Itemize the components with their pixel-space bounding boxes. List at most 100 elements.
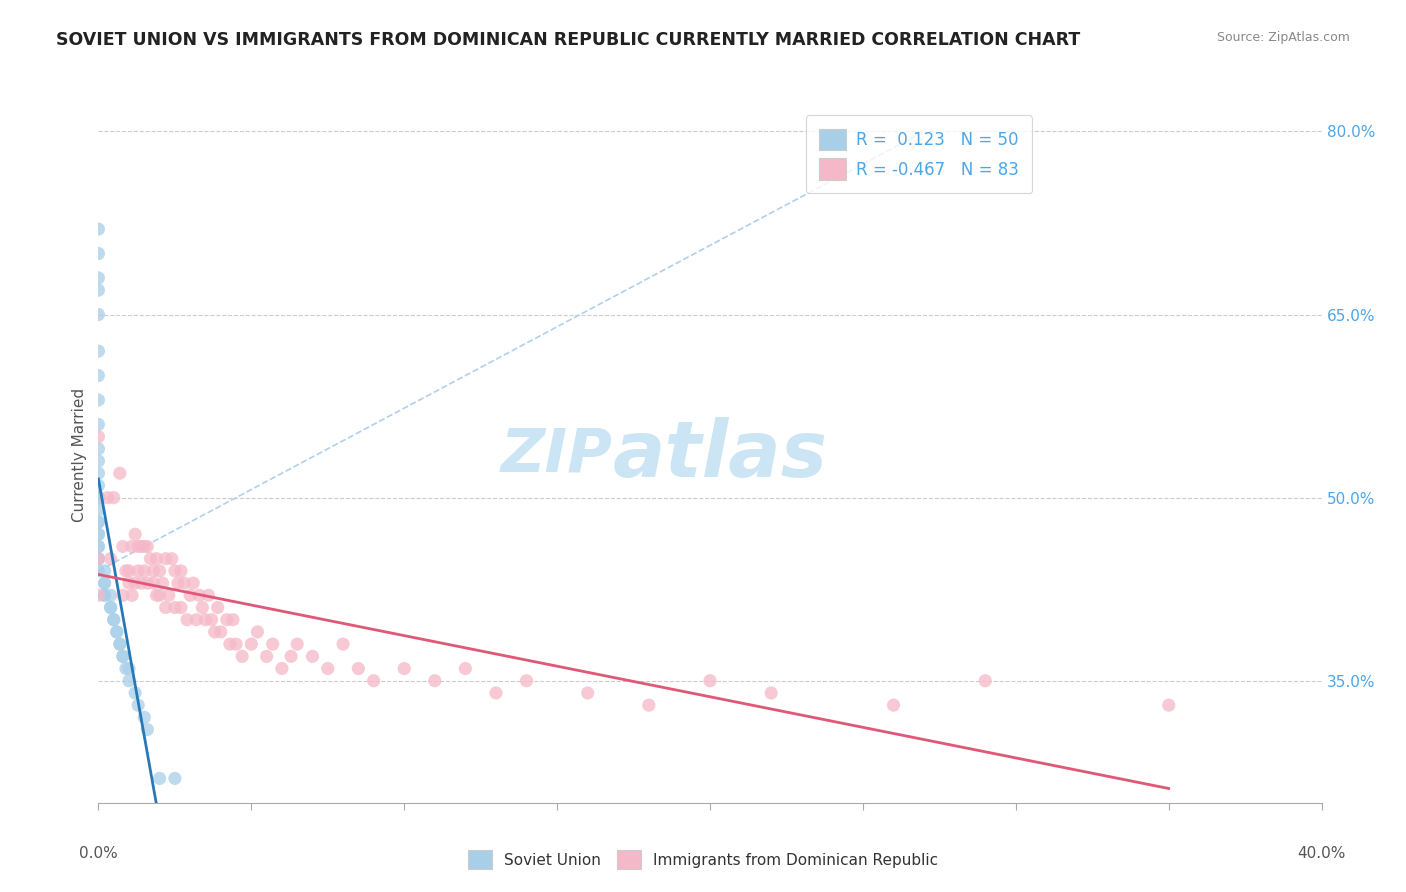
Point xyxy=(100,588,122,602)
Point xyxy=(87,392,110,407)
Point xyxy=(219,637,242,651)
Point xyxy=(246,624,269,639)
Point xyxy=(761,686,783,700)
Point xyxy=(127,698,149,713)
Point xyxy=(173,576,195,591)
Point xyxy=(111,540,134,554)
Point xyxy=(181,576,204,591)
Point xyxy=(87,442,110,456)
Legend: Soviet Union, Immigrants from Dominican Republic: Soviet Union, Immigrants from Dominican … xyxy=(461,844,945,875)
Point xyxy=(145,551,167,566)
Point xyxy=(142,576,165,591)
Text: SOVIET UNION VS IMMIGRANTS FROM DOMINICAN REPUBLIC CURRENTLY MARRIED CORRELATION: SOVIET UNION VS IMMIGRANTS FROM DOMINICA… xyxy=(56,31,1080,49)
Point xyxy=(87,454,110,468)
Point xyxy=(167,576,190,591)
Point xyxy=(103,613,125,627)
Point xyxy=(87,368,110,383)
Point xyxy=(93,564,115,578)
Point xyxy=(87,540,110,554)
Point xyxy=(207,600,229,615)
Point xyxy=(87,308,110,322)
Point xyxy=(139,551,162,566)
Point xyxy=(204,624,226,639)
Point xyxy=(285,637,308,651)
Point xyxy=(316,661,339,675)
Point xyxy=(197,588,219,602)
Point xyxy=(87,503,110,517)
Point xyxy=(215,613,238,627)
Point xyxy=(118,576,141,591)
Point xyxy=(163,600,186,615)
Point xyxy=(111,649,134,664)
Point xyxy=(87,564,110,578)
Point xyxy=(87,551,110,566)
Point xyxy=(124,527,146,541)
Point xyxy=(121,588,143,602)
Text: 40.0%: 40.0% xyxy=(1298,846,1346,861)
Point xyxy=(134,564,156,578)
Point xyxy=(1157,698,1180,713)
Point xyxy=(163,772,186,786)
Point xyxy=(103,613,125,627)
Point xyxy=(699,673,721,688)
Point xyxy=(87,515,110,529)
Point xyxy=(87,246,110,260)
Point xyxy=(93,576,115,591)
Point xyxy=(392,661,416,675)
Point xyxy=(516,673,538,688)
Point xyxy=(100,600,122,615)
Point xyxy=(209,624,232,639)
Point xyxy=(87,551,110,566)
Point xyxy=(363,673,385,688)
Point xyxy=(108,637,131,651)
Point xyxy=(301,649,323,664)
Point xyxy=(87,429,110,443)
Point xyxy=(87,271,110,285)
Point xyxy=(883,698,905,713)
Point xyxy=(231,649,253,664)
Point xyxy=(105,624,128,639)
Point xyxy=(160,551,183,566)
Point xyxy=(87,491,110,505)
Point xyxy=(332,637,354,651)
Point xyxy=(191,600,214,615)
Point xyxy=(103,491,125,505)
Point xyxy=(163,564,186,578)
Point xyxy=(423,673,446,688)
Point xyxy=(256,649,278,664)
Point xyxy=(194,613,217,627)
Point xyxy=(262,637,284,651)
Point xyxy=(87,478,110,492)
Point xyxy=(115,661,138,675)
Point xyxy=(100,600,122,615)
Point xyxy=(134,540,156,554)
Point xyxy=(108,637,131,651)
Point xyxy=(118,673,141,688)
Point xyxy=(186,613,208,627)
Point xyxy=(118,661,141,675)
Point xyxy=(145,588,167,602)
Point xyxy=(152,576,174,591)
Point xyxy=(142,564,165,578)
Point xyxy=(149,564,172,578)
Text: ZIP: ZIP xyxy=(501,425,612,484)
Point xyxy=(280,649,302,664)
Point xyxy=(200,613,222,627)
Text: Source: ZipAtlas.com: Source: ZipAtlas.com xyxy=(1216,31,1350,45)
Point xyxy=(108,467,131,481)
Legend: R =  0.123   N = 50, R = -0.467   N = 83: R = 0.123 N = 50, R = -0.467 N = 83 xyxy=(806,115,1032,194)
Point xyxy=(170,600,193,615)
Point xyxy=(87,467,110,481)
Point xyxy=(100,551,122,566)
Point xyxy=(134,710,156,724)
Text: 0.0%: 0.0% xyxy=(79,846,118,861)
Point xyxy=(347,661,370,675)
Point xyxy=(149,772,172,786)
Point xyxy=(87,551,110,566)
Point xyxy=(974,673,997,688)
Point xyxy=(87,540,110,554)
Point xyxy=(87,491,110,505)
Point xyxy=(93,588,115,602)
Point xyxy=(121,540,143,554)
Point xyxy=(222,613,245,627)
